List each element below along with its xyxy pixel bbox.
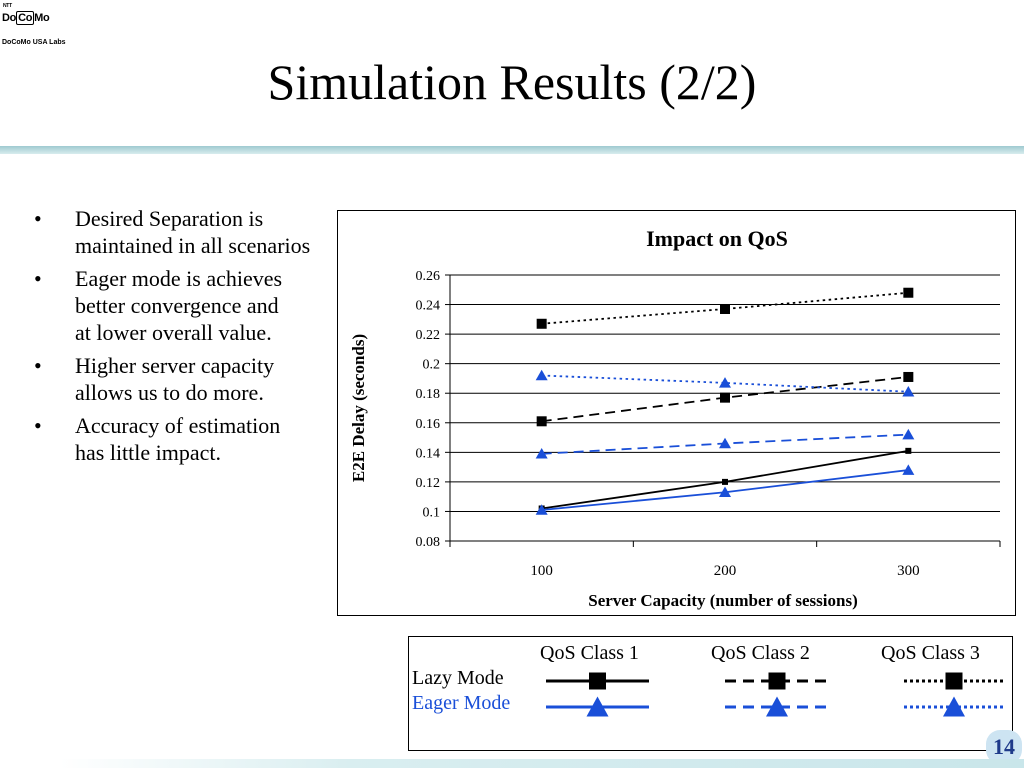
legend-row-lazy-mode: Lazy Mode xyxy=(412,667,504,689)
legend-row-eager-mode: Eager Mode xyxy=(412,692,511,714)
chart-frame: Impact on QoS 0.08 0.1 0.12 0.14 0.16 0.18 0.2 0… xyxy=(337,210,1016,616)
legend-marker-eager-class-1 xyxy=(586,696,609,717)
series-line-eager-class-3 xyxy=(541,374,909,393)
legend-marker-eager-class-2 xyxy=(766,696,788,717)
y-axis-label: E2E Delay (seconds) xyxy=(349,334,368,482)
x-tick-label: 200 xyxy=(714,563,737,579)
y-tick-label: 0.12 xyxy=(416,476,441,491)
y-tick-label: 0.08 xyxy=(416,535,441,550)
docomo-logo: NTT Do Co Mo DoCoMo USA Labs xyxy=(2,2,66,48)
logo-mo: Mo xyxy=(34,12,50,24)
y-tick-label: 0.22 xyxy=(416,328,441,343)
footer-divider xyxy=(60,759,1024,768)
y-tick-label: 0.24 xyxy=(416,299,441,314)
bullet-item: Higher server capacity allows us to do m… xyxy=(30,352,340,406)
qos-chart: Impact on QoS 0.08 0.1 0.12 0.14 0.16 0.18 0.2 0… xyxy=(349,226,1001,610)
bullet-item: Accuracy of estimation has little impact… xyxy=(30,412,340,466)
y-tick-label: 0.2 xyxy=(423,358,441,373)
data-point-lazy-class-3 xyxy=(536,318,547,329)
page-number: 14 xyxy=(986,730,1022,764)
y-tick-label: 0.16 xyxy=(416,417,441,432)
title-divider xyxy=(0,146,1024,154)
y-tick-label: 0.1 xyxy=(423,505,441,520)
x-tick-label: 300 xyxy=(897,563,920,579)
data-point-lazy-class-2 xyxy=(903,371,914,382)
legend-marker-lazy-class-2 xyxy=(768,672,786,690)
data-point-eager-class-3 xyxy=(902,385,915,397)
bullet-item: Desired Separation is maintained in all … xyxy=(30,205,340,259)
data-point-eager-class-3 xyxy=(535,369,548,381)
chart-title: Impact on QoS xyxy=(646,226,788,251)
logo-wordmark: NTT Do Co Mo xyxy=(2,3,50,25)
data-point-lazy-class-3 xyxy=(903,287,914,298)
legend-marker-eager-class-3 xyxy=(943,696,965,717)
data-point-lazy-class-2 xyxy=(536,416,547,427)
data-point-lazy-class-1 xyxy=(905,447,912,454)
legend-marker-lazy-class-3 xyxy=(945,672,963,690)
x-axis-label: Server Capacity (number of sessions) xyxy=(588,591,857,610)
data-point-lazy-class-2 xyxy=(720,392,730,403)
data-point-eager-class-1 xyxy=(719,486,731,497)
bullet-list: Desired Separation is maintained in all … xyxy=(30,205,340,472)
slide-title: Simulation Results (2/2) xyxy=(267,54,757,110)
legend-swatches xyxy=(546,672,1004,717)
y-tick-label: 0.18 xyxy=(416,387,441,402)
data-point-lazy-class-1 xyxy=(722,478,728,485)
logo-ntt: NTT xyxy=(3,3,12,9)
data-point-eager-class-2 xyxy=(719,437,731,449)
data-point-lazy-class-3 xyxy=(720,303,730,314)
data-point-eager-class-2 xyxy=(902,428,915,440)
legend-marker-lazy-class-1 xyxy=(589,672,606,690)
y-tick-label: 0.26 xyxy=(416,269,441,284)
x-tick-label: 100 xyxy=(530,563,553,579)
data-point-eager-class-1 xyxy=(535,504,548,515)
legend-column-class-2: QoS Class 2 xyxy=(711,642,810,664)
legend-table: QoS Class 1 QoS Class 2 QoS Class 3 Lazy… xyxy=(408,636,1013,751)
legend-column-class-1: QoS Class 1 xyxy=(540,642,639,664)
y-tick-label: 0.14 xyxy=(416,446,441,461)
data-point-eager-class-1 xyxy=(902,464,915,475)
legend-column-class-3: QoS Class 3 xyxy=(881,642,980,664)
logo-co: Co xyxy=(16,11,35,25)
data-point-eager-class-3 xyxy=(719,377,731,388)
bullet-item: Eager mode is achieves better convergenc… xyxy=(30,265,340,346)
data-point-eager-class-2 xyxy=(535,448,548,459)
logo-do: Do xyxy=(2,12,17,24)
series-line-lazy-class-3 xyxy=(541,291,909,325)
logo-labs-text: DoCoMo USA Labs xyxy=(2,39,66,46)
